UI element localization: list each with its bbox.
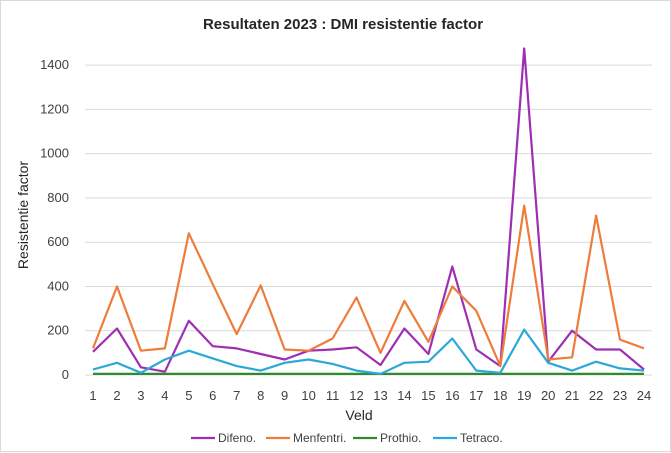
x-tick-label: 20 (541, 388, 555, 403)
series-lines (91, 47, 645, 375)
x-tick-label: 22 (589, 388, 603, 403)
x-tick-label: 6 (209, 388, 216, 403)
y-axis-title: Resistentie factor (15, 161, 31, 269)
x-tick-label: 9 (281, 388, 288, 403)
y-tick-label: 1000 (40, 146, 69, 161)
x-tick-label: 12 (349, 388, 363, 403)
x-axis-title: Veld (345, 407, 372, 423)
legend-label: Prothio. (380, 431, 421, 445)
x-tick-label: 11 (326, 388, 340, 403)
y-tick-label: 1400 (40, 57, 69, 72)
legend-label: Difeno. (218, 431, 256, 445)
x-tick-label: 5 (185, 388, 192, 403)
x-tick-label: 7 (233, 388, 240, 403)
x-tick-label: 3 (137, 388, 144, 403)
y-tick-label: 1200 (40, 101, 69, 116)
x-tick-label: 14 (397, 388, 411, 403)
x-tick-label: 4 (161, 388, 168, 403)
y-tick-label: 200 (47, 323, 69, 338)
legend-label: Tetraco. (460, 431, 503, 445)
x-tick-label: 23 (613, 388, 627, 403)
series-line-0 (92, 47, 645, 373)
legend: Difeno. Menfentri. Prothio. Tetraco. (191, 431, 503, 445)
y-tick-label: 400 (47, 278, 69, 293)
x-tick-label: 15 (421, 388, 435, 403)
x-tick-label: 18 (493, 388, 507, 403)
x-tick-label: 13 (373, 388, 387, 403)
x-tick-label: 8 (257, 388, 264, 403)
x-tick-label: 1 (89, 388, 96, 403)
x-tick-label: 19 (517, 388, 531, 403)
series-line-1 (91, 204, 645, 368)
x-axis-ticks: 1 2 3 4 5 6 7 8 9 10 11 12 13 14 15 16 17 18 19 20 21 22 23 24 (89, 388, 651, 403)
y-tick-label: 800 (47, 190, 69, 205)
y-tick-label: 600 (47, 234, 69, 249)
x-tick-label: 21 (565, 388, 579, 403)
x-tick-label: 16 (445, 388, 459, 403)
gridlines (85, 64, 652, 376)
x-tick-label: 17 (469, 388, 483, 403)
y-axis-ticks: 0 200 400 600 800 1000 1200 1400 (40, 57, 69, 382)
chart-title: Resultaten 2023 : DMI resistentie factor (203, 16, 483, 33)
legend-label: Menfentri. (293, 431, 346, 445)
series-line-3 (92, 328, 645, 375)
x-tick-label: 2 (113, 388, 120, 403)
x-tick-label: 24 (637, 388, 651, 403)
y-tick-label: 0 (62, 367, 69, 382)
x-tick-label: 10 (301, 388, 315, 403)
